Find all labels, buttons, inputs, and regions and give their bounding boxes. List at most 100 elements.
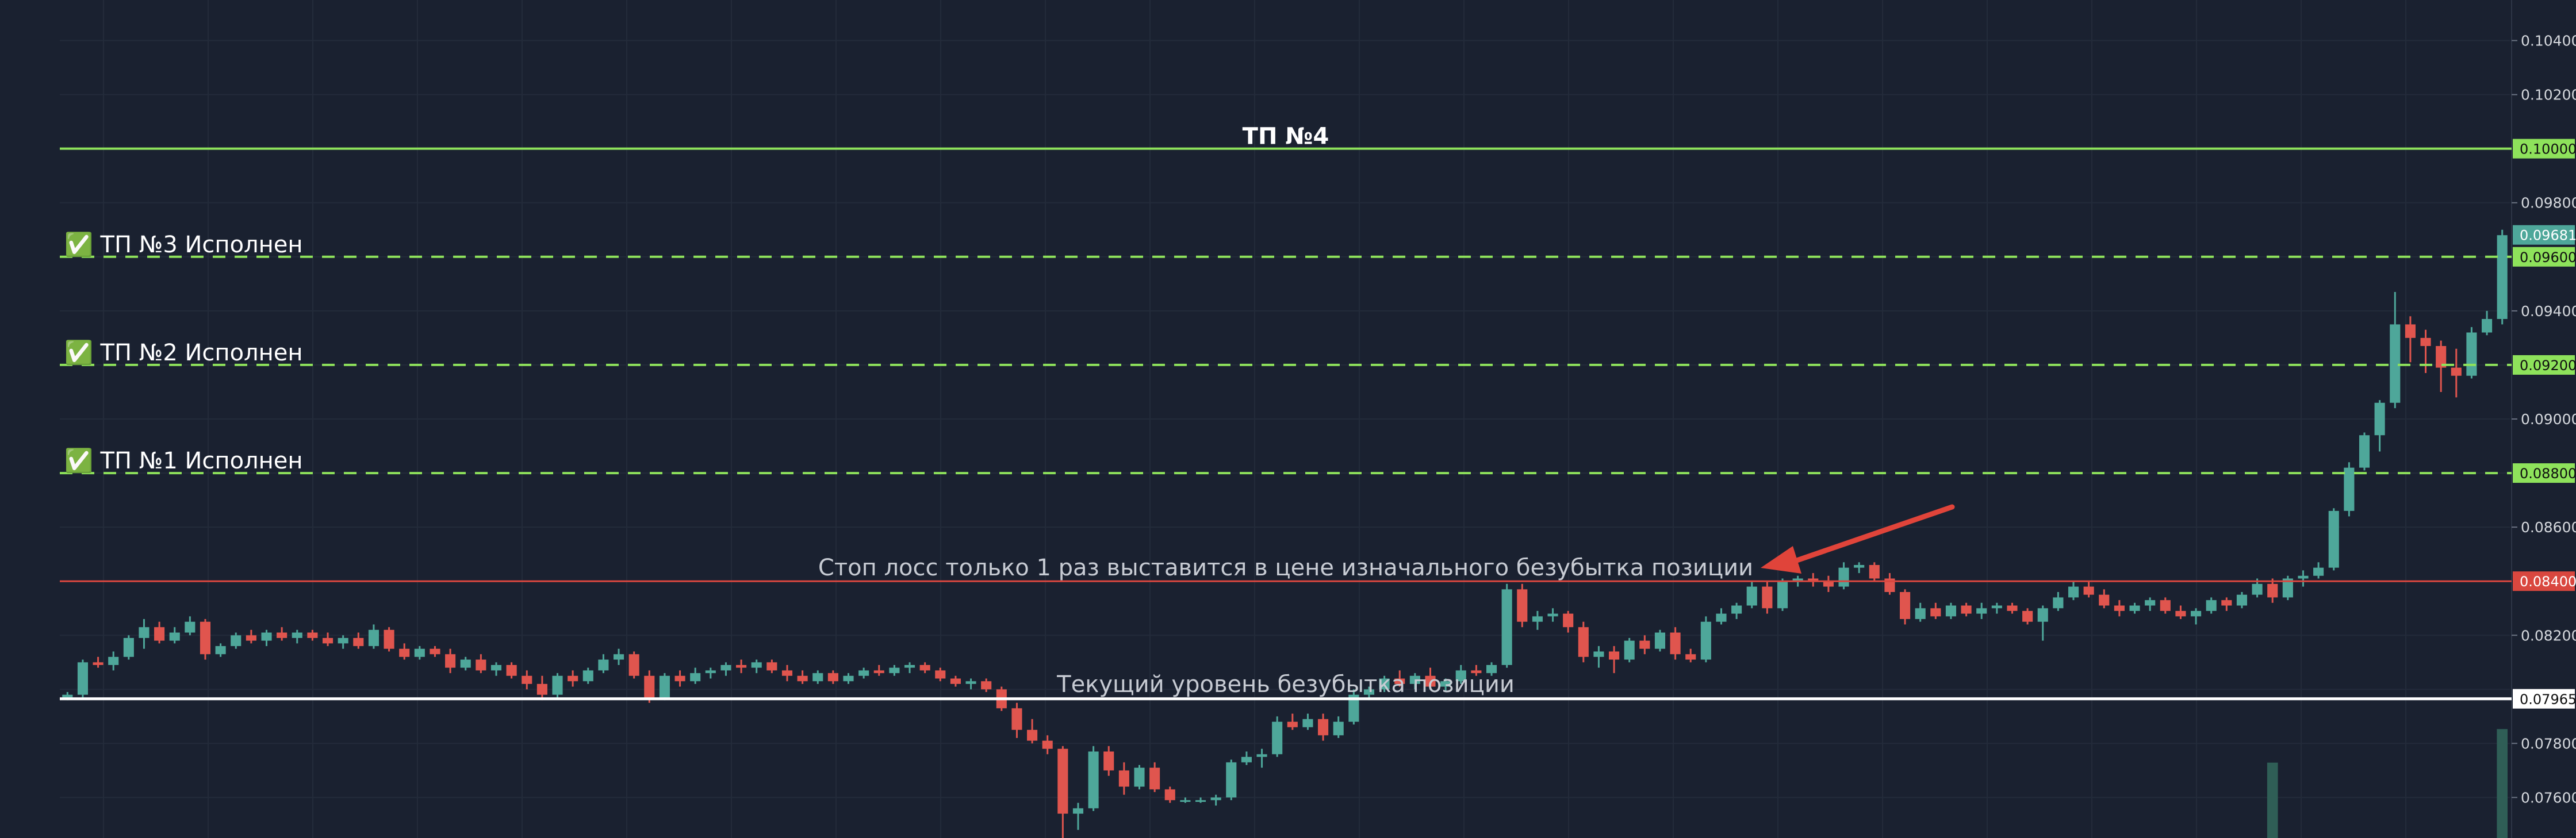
candle[interactable] bbox=[1930, 602, 1941, 620]
candle[interactable] bbox=[1057, 746, 1068, 838]
candle[interactable] bbox=[338, 635, 348, 649]
candle[interactable] bbox=[568, 670, 578, 687]
candle[interactable] bbox=[827, 670, 838, 684]
candle[interactable] bbox=[1118, 762, 1129, 795]
candle[interactable] bbox=[1425, 667, 1436, 690]
candle[interactable] bbox=[843, 673, 854, 684]
candle[interactable] bbox=[1670, 627, 1681, 660]
candle[interactable] bbox=[812, 670, 823, 684]
candle[interactable] bbox=[1593, 646, 1604, 668]
candle[interactable] bbox=[445, 648, 456, 674]
candle[interactable] bbox=[873, 664, 884, 676]
candle[interactable] bbox=[2129, 602, 2140, 614]
candle[interactable] bbox=[1609, 646, 1620, 674]
candle[interactable] bbox=[720, 662, 731, 676]
candle[interactable] bbox=[231, 632, 241, 649]
candle[interactable] bbox=[1961, 602, 1972, 617]
candle[interactable] bbox=[1945, 602, 1957, 620]
candle[interactable] bbox=[1256, 748, 1267, 768]
candle[interactable] bbox=[77, 659, 89, 698]
candle[interactable] bbox=[2191, 608, 2202, 625]
candle[interactable] bbox=[935, 667, 946, 682]
candle[interactable] bbox=[1072, 802, 1084, 830]
candle[interactable] bbox=[1532, 610, 1543, 630]
candle[interactable] bbox=[1517, 583, 1528, 628]
candle[interactable] bbox=[1195, 797, 1206, 803]
candle[interactable] bbox=[2436, 340, 2447, 392]
candle[interactable] bbox=[2068, 581, 2079, 601]
candle[interactable] bbox=[1654, 629, 1666, 652]
candle[interactable] bbox=[2236, 592, 2248, 609]
candle[interactable] bbox=[108, 651, 119, 671]
candle[interactable] bbox=[277, 627, 288, 641]
candle[interactable] bbox=[368, 624, 379, 649]
candle[interactable] bbox=[1486, 662, 1497, 676]
candle[interactable] bbox=[2466, 327, 2477, 379]
candle[interactable] bbox=[353, 632, 364, 649]
candle[interactable] bbox=[1011, 702, 1022, 738]
candle[interactable] bbox=[215, 643, 226, 657]
candle[interactable] bbox=[1440, 678, 1451, 693]
candle[interactable] bbox=[2145, 597, 2156, 611]
candle[interactable] bbox=[1226, 759, 1237, 801]
candle[interactable] bbox=[1409, 673, 1420, 690]
candle[interactable] bbox=[751, 659, 762, 674]
candle[interactable] bbox=[1333, 716, 1344, 738]
candle[interactable] bbox=[522, 670, 532, 690]
candle[interactable] bbox=[2267, 578, 2278, 603]
candle[interactable] bbox=[414, 646, 425, 660]
candle[interactable] bbox=[2175, 605, 2186, 620]
candle[interactable] bbox=[1823, 575, 1834, 593]
candle[interactable] bbox=[1547, 608, 1558, 622]
candle[interactable] bbox=[1318, 713, 1329, 741]
candle[interactable] bbox=[399, 643, 410, 660]
candle[interactable] bbox=[2099, 589, 2110, 609]
candle[interactable] bbox=[2114, 600, 2125, 617]
candle[interactable] bbox=[1042, 735, 1053, 755]
candle[interactable] bbox=[2313, 562, 2324, 579]
candle[interactable] bbox=[1808, 573, 1819, 587]
candle[interactable] bbox=[2451, 348, 2462, 398]
candle[interactable] bbox=[1455, 664, 1466, 684]
candle[interactable] bbox=[1624, 637, 1635, 663]
candle[interactable] bbox=[2328, 508, 2339, 571]
candle[interactable] bbox=[1700, 616, 1711, 663]
candle[interactable] bbox=[1348, 689, 1359, 725]
candle[interactable] bbox=[1180, 797, 1191, 803]
candle[interactable] bbox=[1746, 581, 1757, 609]
candle[interactable] bbox=[674, 670, 685, 687]
candle[interactable] bbox=[598, 654, 609, 674]
candle[interactable] bbox=[1103, 746, 1114, 776]
candle[interactable] bbox=[2007, 602, 2018, 614]
candle[interactable] bbox=[2344, 462, 2355, 517]
candle[interactable] bbox=[2359, 432, 2370, 471]
candle[interactable] bbox=[2221, 597, 2232, 611]
candle[interactable] bbox=[476, 654, 486, 674]
candle[interactable] bbox=[628, 651, 639, 679]
candle[interactable] bbox=[460, 656, 471, 671]
candle[interactable] bbox=[1685, 648, 1696, 663]
candle[interactable] bbox=[950, 675, 961, 687]
candle[interactable] bbox=[2405, 316, 2416, 363]
candle[interactable] bbox=[766, 659, 777, 674]
candle[interactable] bbox=[1164, 786, 1175, 803]
candle[interactable] bbox=[1731, 602, 1742, 620]
candle[interactable] bbox=[1854, 562, 1865, 574]
candle[interactable] bbox=[384, 627, 394, 652]
candle[interactable] bbox=[2160, 597, 2171, 614]
candle[interactable] bbox=[981, 678, 992, 693]
candle[interactable] bbox=[430, 646, 440, 657]
candle[interactable] bbox=[2083, 581, 2094, 598]
candle[interactable] bbox=[797, 670, 808, 684]
candle[interactable] bbox=[506, 662, 517, 679]
candle[interactable] bbox=[490, 662, 502, 676]
candle[interactable] bbox=[736, 659, 747, 674]
candle[interactable] bbox=[536, 675, 547, 701]
candle[interactable] bbox=[690, 667, 701, 684]
candle[interactable] bbox=[858, 667, 869, 679]
candle[interactable] bbox=[1915, 602, 1926, 622]
candle[interactable] bbox=[2390, 291, 2401, 409]
candle[interactable] bbox=[2053, 592, 2064, 611]
candle[interactable] bbox=[781, 664, 793, 682]
candle[interactable] bbox=[1716, 608, 1727, 625]
